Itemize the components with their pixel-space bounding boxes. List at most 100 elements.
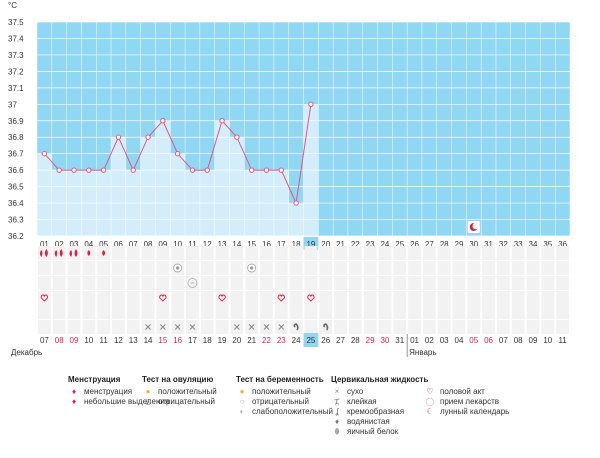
symptom-cell xyxy=(304,246,318,260)
symptom-cell xyxy=(378,305,392,319)
legend-group: Тест на овуляцию ● положительный ◎ отрицател… xyxy=(142,375,217,407)
symptom-cell xyxy=(215,305,229,319)
sticky-icon: ፗ xyxy=(334,397,340,406)
legend-item: ⬮ яичный белок xyxy=(331,427,428,437)
x-tick-label: 22 xyxy=(351,240,360,249)
symptom-cell xyxy=(97,320,111,334)
legend-item: ʆ кремообразная xyxy=(331,407,428,417)
symptom-cell xyxy=(348,291,362,305)
menstruation-icon: ♦ xyxy=(71,387,77,396)
symptom-cell xyxy=(97,261,111,275)
symptom-cell xyxy=(541,291,555,305)
y-tick-label: 36.7 xyxy=(8,150,24,159)
symptom-cell xyxy=(215,246,229,260)
date-label: 15 xyxy=(158,336,167,345)
data-point xyxy=(160,118,166,124)
data-point xyxy=(293,200,299,206)
symptom-cell xyxy=(289,276,303,290)
date-label: 20 xyxy=(232,336,241,345)
symptom-cell xyxy=(52,261,66,275)
drop-icon xyxy=(44,249,48,257)
date-label: 30 xyxy=(380,336,389,345)
date-label: 29 xyxy=(366,336,375,345)
symptom-cell xyxy=(230,291,244,305)
heart-icon xyxy=(159,294,167,302)
symptom-cell xyxy=(437,320,451,334)
symptom-cell xyxy=(467,320,481,334)
x-tick-label: 27 xyxy=(425,240,434,249)
symptom-cell xyxy=(348,305,362,319)
month-label: Декабрь xyxy=(11,348,42,357)
symptom-cell xyxy=(363,246,377,260)
date-label: 03 xyxy=(440,336,449,345)
symptom-cell xyxy=(408,276,421,290)
legend-item: ♦ небольшие выделения xyxy=(68,397,169,407)
symptom-cell xyxy=(38,305,51,319)
x-tick-label: 16 xyxy=(262,240,271,249)
symptom-cell xyxy=(200,320,214,334)
legend-title: Менструация xyxy=(68,375,121,384)
drop-icon xyxy=(74,249,78,257)
symptom-cell xyxy=(437,276,451,290)
symptom-cell xyxy=(378,261,392,275)
y-tick-label: 37.3 xyxy=(8,51,24,60)
symptom-cell xyxy=(319,305,333,319)
small-drop-icon xyxy=(87,250,91,256)
dry-icon xyxy=(234,324,240,330)
medicine-icon: ◯ xyxy=(425,397,435,406)
y-tick-label: 36.2 xyxy=(8,232,24,241)
x-tick-label: 25 xyxy=(395,240,404,249)
data-point xyxy=(86,167,92,173)
symptom-cell xyxy=(319,320,333,334)
symptom-cell xyxy=(363,261,377,275)
symptom-cell xyxy=(304,291,318,305)
symptom-cell xyxy=(274,276,288,290)
date-label: 16 xyxy=(173,336,182,345)
symptom-cell xyxy=(348,246,362,260)
symptom-cell xyxy=(511,305,525,319)
symptom-cell xyxy=(230,305,244,319)
y-tick-label: 37 xyxy=(8,100,17,109)
symptom-cell xyxy=(334,320,347,334)
calendar-row: 07 08 09 10 11 12 13 14 15 16 17 18 19 20 21 22 23 24 25 26… xyxy=(11,333,567,357)
drop-icon xyxy=(59,249,63,257)
symptom-cell xyxy=(422,305,436,319)
x-tick-label: 31 xyxy=(484,240,493,249)
y-tick-label: 36.6 xyxy=(8,166,24,175)
x-tick-label: 30 xyxy=(469,240,478,249)
data-point xyxy=(174,150,181,157)
symptom-cell xyxy=(422,246,436,260)
symptom-cell xyxy=(171,246,185,260)
symptom-cell xyxy=(126,291,140,305)
data-point xyxy=(130,167,136,173)
bbt-chart: 37.5 37.4 37.3 37.2 37.1 37 36.9 36.8 36.7 36.6 36… xyxy=(8,0,571,357)
symptom-cell xyxy=(378,320,392,334)
symptom-cell xyxy=(200,291,214,305)
symptom-cell xyxy=(482,276,495,290)
date-label: 22 xyxy=(262,336,271,345)
legend-item: ☾ лунный календарь xyxy=(424,407,509,417)
symptom-cell xyxy=(171,305,185,319)
symptom-cell xyxy=(482,320,495,334)
symptom-cell xyxy=(556,261,569,275)
symptom-cell xyxy=(408,320,421,334)
legend-label: прием лекарств xyxy=(440,397,500,406)
symptom-cell xyxy=(541,261,555,275)
symptom-cell xyxy=(52,305,66,319)
date-label: 09 xyxy=(529,336,538,345)
symptom-cell xyxy=(437,305,451,319)
symptom-cell xyxy=(304,276,318,290)
date-label: 27 xyxy=(336,336,345,345)
symptom-cell xyxy=(112,261,125,275)
symptom-cell xyxy=(82,291,96,305)
symptom-cell xyxy=(556,246,569,260)
today-highlight xyxy=(303,333,319,347)
drop-icon xyxy=(54,250,58,257)
symptom-cell xyxy=(186,246,199,260)
legend-group: ♡ половой акт ◯ прием лекарств ☾ лунный кален… xyxy=(424,375,510,417)
symptom-cell xyxy=(52,320,66,334)
data-point xyxy=(115,134,122,140)
date-label: 18 xyxy=(203,336,212,345)
symptom-cell xyxy=(437,246,451,260)
symptom-cell xyxy=(452,320,466,334)
